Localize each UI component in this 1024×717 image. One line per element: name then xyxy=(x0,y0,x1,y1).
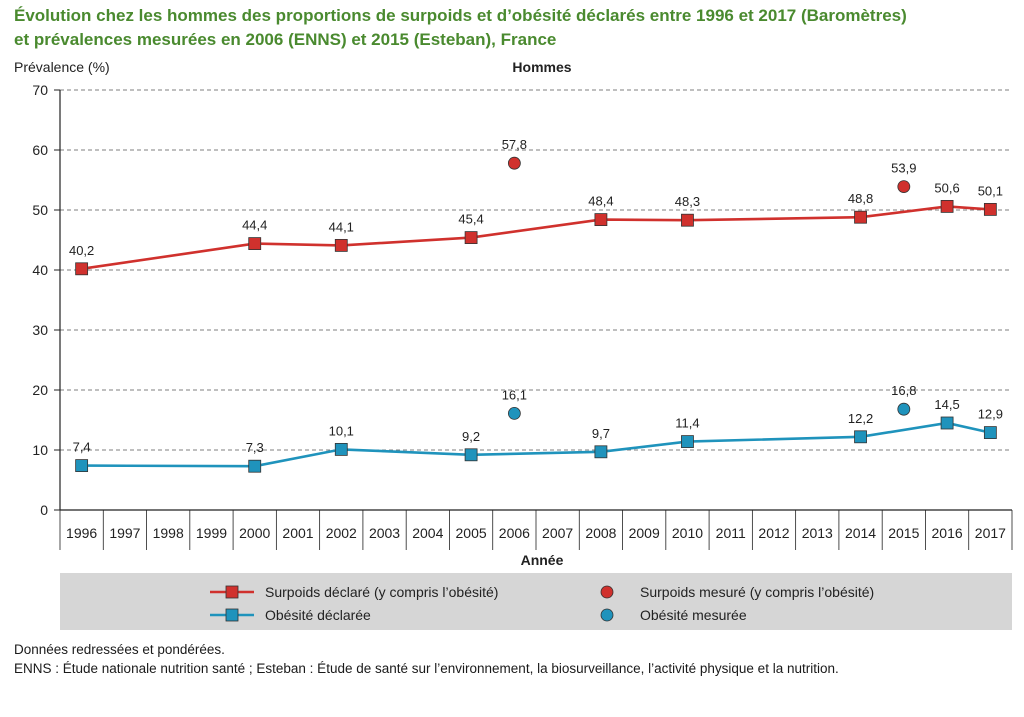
x-tick-label: 2008 xyxy=(585,525,616,541)
data-point-square xyxy=(75,459,89,473)
data-label: 12,2 xyxy=(848,411,873,426)
legend-marker-dot xyxy=(600,608,614,622)
y-tick-label: 20 xyxy=(32,382,48,398)
x-tick-label: 1997 xyxy=(109,525,140,541)
x-tick-label: 2015 xyxy=(888,525,919,541)
data-point-square xyxy=(334,238,348,252)
data-point-square xyxy=(983,426,997,440)
x-tick-label: 2005 xyxy=(456,525,487,541)
data-point-square xyxy=(75,262,89,276)
data-point-square xyxy=(464,231,478,245)
data-point-square xyxy=(594,213,608,227)
data-point-square xyxy=(940,416,954,430)
legend-marker-dot xyxy=(600,585,614,599)
data-label: 50,6 xyxy=(934,180,959,195)
data-label: 16,1 xyxy=(502,387,527,402)
chart-title-line-1: Évolution chez les hommes des proportion… xyxy=(14,6,907,25)
y-tick-label: 30 xyxy=(32,322,48,338)
x-tick-label: 2007 xyxy=(542,525,573,541)
x-tick-label: 2004 xyxy=(412,525,443,541)
chart-notes: Données redressées et pondérées. ENNS : … xyxy=(14,640,839,678)
data-label: 50,1 xyxy=(978,183,1003,198)
x-tick-label: 1999 xyxy=(196,525,227,541)
chart-title-line-2: et prévalences mesurées en 2006 (ENNS) e… xyxy=(14,30,557,49)
y-tick-label: 70 xyxy=(32,82,48,98)
y-tick-label: 0 xyxy=(40,502,48,518)
x-tick-label: 2013 xyxy=(802,525,833,541)
x-tick-label: 2017 xyxy=(975,525,1006,541)
x-tick-label: 2009 xyxy=(629,525,660,541)
data-point-square xyxy=(983,202,997,216)
y-tick-label: 10 xyxy=(32,442,48,458)
data-point-square xyxy=(594,445,608,459)
data-point-square xyxy=(854,430,867,444)
data-point-dot xyxy=(507,156,521,170)
y-tick-label: 40 xyxy=(32,262,48,278)
data-label: 48,4 xyxy=(588,194,613,209)
legend-label: Obésité déclarée xyxy=(265,607,371,623)
data-point-square xyxy=(854,210,867,224)
x-tick-label: 1996 xyxy=(66,525,97,541)
legend-label: Obésité mesurée xyxy=(640,607,747,623)
data-point-square xyxy=(681,213,694,227)
y-tick-label: 50 xyxy=(32,202,48,218)
x-tick-label: 1998 xyxy=(153,525,184,541)
series-line-0 xyxy=(81,205,991,271)
x-tick-label: 2012 xyxy=(758,525,789,541)
x-axis-title: Année xyxy=(521,552,564,568)
series-line-2 xyxy=(81,421,991,468)
legend-marker-square xyxy=(225,608,239,622)
data-point-square xyxy=(464,448,478,462)
chart-subtitle: Hommes xyxy=(512,59,571,75)
data-point-square xyxy=(334,442,348,456)
data-label: 48,8 xyxy=(848,191,873,206)
data-label: 57,8 xyxy=(502,137,527,152)
data-label: 11,4 xyxy=(675,416,699,431)
x-tick-label: 2000 xyxy=(239,525,270,541)
x-tick-label: 2011 xyxy=(716,525,746,541)
legend-label: Surpoids déclaré (y compris l’obésité) xyxy=(265,584,498,600)
chart-canvas: 0 10 20 30 40 50 60 70 1996 1997 1998 1999 2000 2001 2… xyxy=(14,59,1013,630)
data-label: 7,3 xyxy=(246,440,264,455)
y-axis-title: Prévalence (%) xyxy=(14,59,110,75)
data-label: 53,9 xyxy=(891,161,916,176)
data-label: 45,4 xyxy=(458,212,483,227)
data-label: 40,2 xyxy=(69,243,94,258)
x-tick-label: 2014 xyxy=(845,525,876,541)
data-label: 10,1 xyxy=(329,423,354,438)
data-label: 12,9 xyxy=(978,407,1003,422)
data-point-square xyxy=(940,199,954,213)
x-tick-label: 2010 xyxy=(672,525,703,541)
data-label: 14,5 xyxy=(934,397,959,412)
data-label: 48,3 xyxy=(675,194,700,209)
data-label: 9,7 xyxy=(592,426,610,441)
data-point-square xyxy=(248,459,262,473)
x-tick-label: 2006 xyxy=(499,525,530,541)
note-line-2: ENNS : Étude nationale nutrition santé ;… xyxy=(14,661,839,676)
data-label: 44,1 xyxy=(329,219,354,234)
legend-label: Surpoids mesuré (y compris l’obésité) xyxy=(640,584,874,600)
data-point-dot xyxy=(897,402,911,416)
data-point-dot xyxy=(897,180,911,194)
legend-marker-square xyxy=(225,585,239,599)
x-tick-label: 2003 xyxy=(369,525,400,541)
x-tick-label: 2002 xyxy=(326,525,357,541)
data-point-dot xyxy=(507,406,521,420)
data-label: 9,2 xyxy=(462,429,480,444)
data-label: 16,8 xyxy=(891,383,916,398)
legend-box xyxy=(60,573,1012,630)
note-line-1: Données redressées et pondérées. xyxy=(14,642,225,657)
y-tick-label: 60 xyxy=(32,142,48,158)
data-point-square xyxy=(681,435,694,449)
data-point-square xyxy=(248,237,262,251)
data-label: 7,4 xyxy=(73,440,91,455)
chart-title: Évolution chez les hommes des proportion… xyxy=(14,4,1014,52)
x-tick-label: 2001 xyxy=(282,525,313,541)
data-label: 44,4 xyxy=(242,218,267,233)
x-tick-label: 2016 xyxy=(932,525,963,541)
